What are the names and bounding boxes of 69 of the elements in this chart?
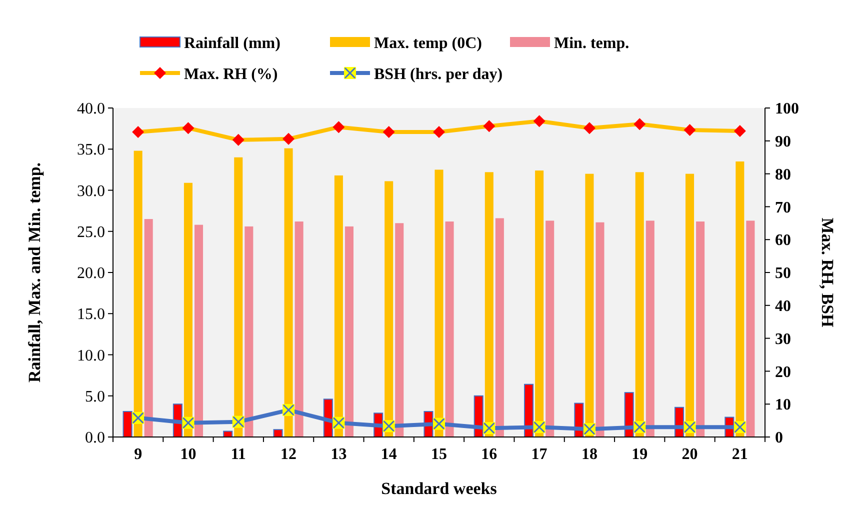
bar (334, 175, 343, 437)
y-tick-label: 40.0 (77, 100, 105, 118)
bar (746, 220, 755, 437)
x-tick-label: 9 (134, 446, 142, 463)
bar (546, 220, 554, 437)
y2-tick-label: 30 (775, 330, 791, 348)
y2-tick-label: 60 (775, 232, 791, 250)
x-tick-label: 16 (481, 446, 498, 463)
bar (184, 182, 192, 437)
x-tick-label: 13 (330, 446, 347, 463)
bar (495, 218, 504, 437)
x-tick-label: 14 (380, 446, 397, 463)
y2-tick-label: 10 (775, 396, 791, 414)
y-tick-label: 35.0 (77, 142, 105, 159)
legend-label: Min. temp. (554, 35, 630, 52)
x-tick-label: 15 (431, 446, 447, 463)
bar (144, 219, 153, 437)
bar (646, 220, 654, 437)
y2-axis-title: Max. RH, BSH (818, 218, 837, 328)
bar (284, 148, 293, 437)
bar (535, 170, 544, 437)
bar (585, 174, 594, 437)
y2-tick-label: 100 (775, 100, 799, 118)
y2-tick-label: 70 (775, 199, 791, 216)
x-tick-label: 10 (180, 446, 196, 463)
bar (686, 174, 694, 437)
x-tick-label: 12 (280, 446, 297, 463)
bar (434, 170, 444, 437)
x-axis-title: Standard weeks (381, 479, 498, 498)
bar (244, 226, 254, 437)
bar (223, 430, 233, 438)
y2-tick-label: 0 (775, 430, 783, 447)
y2-tick-label: 40 (775, 298, 791, 315)
bar (736, 161, 744, 437)
y-tick-label: 25.0 (77, 224, 105, 241)
bar (344, 226, 354, 437)
y-tick-label: 20.0 (77, 265, 105, 282)
bar (696, 222, 705, 437)
y-tick-label: 5.0 (85, 388, 105, 406)
bar (234, 157, 243, 437)
bar (384, 181, 394, 437)
legend-label: BSH (hrs. per day) (374, 66, 503, 83)
x-tick-label: 11 (230, 446, 246, 463)
x-tick-label: 17 (531, 446, 548, 463)
x-tick-label: 21 (732, 446, 748, 463)
y-axis-title: Rainfall, Max. and Min. temp. (25, 162, 44, 383)
legend-label: Rainfall (mm) (184, 35, 280, 52)
bar (395, 223, 404, 437)
y-tick-label: 0.0 (85, 430, 105, 447)
bar (445, 222, 454, 437)
bar (134, 150, 142, 437)
bar (635, 172, 644, 437)
y-tick-label: 10.0 (77, 347, 105, 364)
legend-label: Max. temp (0C) (374, 35, 482, 52)
x-tick-label: 20 (682, 446, 698, 463)
x-tick-label: 19 (632, 446, 648, 463)
bar (273, 429, 283, 438)
legend-label: Max. RH (%) (184, 66, 278, 83)
y-tick-label: 30.0 (77, 182, 105, 200)
x-tick-label: 18 (581, 446, 598, 463)
bar (194, 224, 204, 437)
y2-tick-label: 20 (775, 364, 791, 381)
y2-tick-label: 90 (775, 134, 791, 150)
y2-tick-label: 80 (775, 166, 791, 184)
y2-tick-label: 50 (775, 265, 791, 282)
y-tick-label: 15.0 (77, 306, 105, 324)
bar (294, 222, 304, 437)
bar (484, 172, 494, 437)
bar (596, 222, 604, 437)
